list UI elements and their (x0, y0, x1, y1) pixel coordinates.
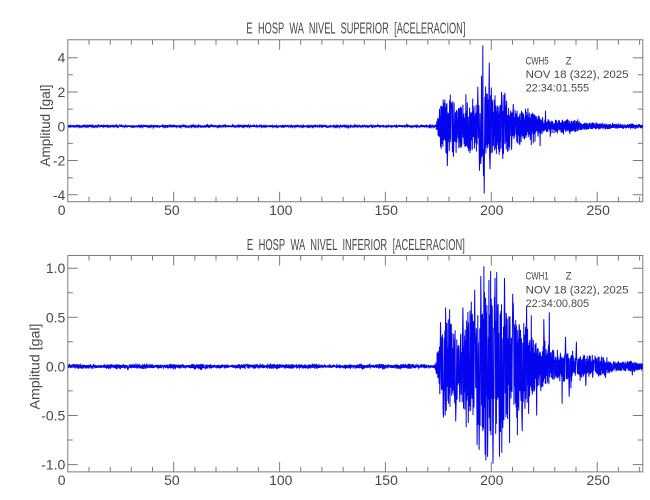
svg-text:0: 0 (58, 118, 66, 134)
svg-text:CWH5: CWH5 (526, 55, 549, 67)
svg-text:150: 150 (375, 472, 399, 488)
svg-text:Amplitud [gal]: Amplitud [gal] (27, 324, 43, 410)
svg-text:2: 2 (58, 84, 66, 100)
svg-text:0.5: 0.5 (46, 309, 66, 325)
svg-text:Z: Z (566, 55, 572, 67)
svg-text:NOV 18 (322), 2025: NOV 18 (322), 2025 (526, 285, 629, 297)
svg-text:150: 150 (375, 202, 399, 218)
svg-text:0.0: 0.0 (46, 358, 66, 374)
svg-text:22:34:01.555: 22:34:01.555 (526, 83, 590, 95)
svg-text:100: 100 (269, 472, 293, 488)
svg-text:250: 250 (587, 472, 611, 488)
svg-text:E HOSP WA NIVEL SUPERIOR [ACEL: E HOSP WA NIVEL SUPERIOR [ACELERACION] (246, 21, 465, 38)
svg-text:Z: Z (566, 270, 572, 282)
svg-text:-0.5: -0.5 (41, 408, 65, 424)
svg-text:-4: -4 (53, 187, 66, 203)
svg-text:200: 200 (480, 202, 504, 218)
svg-text:200: 200 (480, 472, 504, 488)
svg-text:-2: -2 (53, 153, 66, 169)
svg-text:E HOSP WA NIVEL INFERIOR [ACEL: E HOSP WA NIVEL INFERIOR [ACELERACION] (247, 237, 465, 254)
svg-text:4: 4 (58, 50, 66, 66)
svg-text:50: 50 (164, 472, 180, 488)
svg-text:0: 0 (58, 472, 66, 488)
svg-text:250: 250 (587, 202, 611, 218)
svg-text:-1.0: -1.0 (41, 457, 65, 473)
svg-text:NOV 18 (322), 2025: NOV 18 (322), 2025 (526, 69, 629, 81)
svg-text:22:34:00.805: 22:34:00.805 (526, 298, 590, 310)
svg-text:1.0: 1.0 (46, 260, 66, 276)
svg-text:Amplitud [gal]: Amplitud [gal] (37, 85, 53, 167)
svg-text:CWH1: CWH1 (526, 270, 549, 282)
svg-text:100: 100 (269, 202, 293, 218)
svg-text:0: 0 (58, 202, 66, 218)
svg-text:50: 50 (164, 202, 180, 218)
